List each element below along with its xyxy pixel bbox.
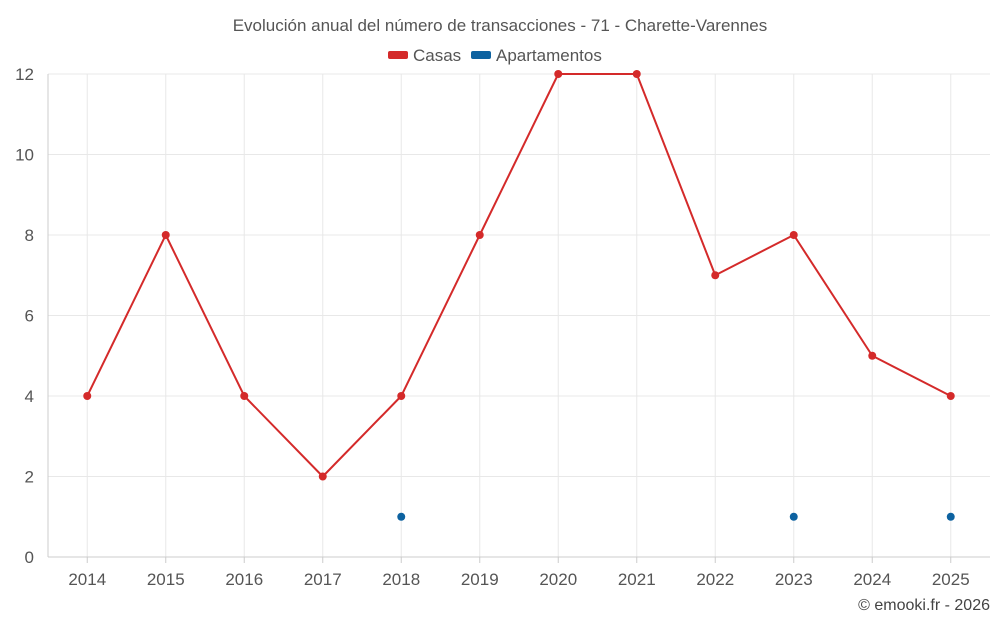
y-tick-label: 12 [15, 65, 34, 84]
data-point-casas[interactable] [318, 472, 327, 481]
legend-label-casas: Casas [413, 46, 461, 65]
data-point-apartamentos[interactable] [397, 512, 406, 521]
data-point-casas[interactable] [789, 231, 798, 239]
x-tick-label: 2023 [775, 570, 813, 589]
x-tick-label: 2022 [696, 570, 734, 589]
tick-labels: 0 2 4 6 8 10 12 2014 2015 2016 2017 2018 2019 2020 202… [15, 65, 970, 589]
x-tick-label: 2025 [932, 570, 970, 589]
y-tick-label: 6 [25, 307, 34, 326]
x-tick-label: 2021 [618, 570, 656, 589]
data-point-casas[interactable] [711, 271, 720, 280]
data-point-casas[interactable] [946, 392, 955, 400]
legend-label-apartamentos: Apartamentos [496, 46, 602, 65]
x-tick-label: 2019 [461, 570, 499, 589]
legend-item-casas[interactable]: Casas [388, 46, 461, 65]
x-tick-label: 2024 [853, 570, 891, 589]
series-casas [83, 70, 955, 481]
data-point-casas[interactable] [83, 392, 92, 400]
gridlines [48, 73, 990, 557]
series-line-casas [86, 73, 952, 478]
data-point-casas[interactable] [868, 351, 877, 360]
data-point-casas[interactable] [240, 392, 249, 400]
legend-swatch-casas [388, 51, 408, 59]
y-tick-label: 8 [25, 226, 34, 245]
y-tick-label: 10 [15, 146, 34, 165]
data-point-apartamentos[interactable] [946, 512, 955, 521]
credit-text: © emooki.fr - 2026 [858, 597, 990, 614]
x-tick-label: 2017 [304, 570, 342, 589]
legend-item-apartamentos[interactable]: Apartamentos [471, 46, 602, 65]
x-tick-label: 2015 [147, 570, 185, 589]
x-tick-label: 2020 [539, 570, 577, 589]
x-tick-label: 2016 [225, 570, 263, 589]
y-tick-label: 2 [25, 468, 34, 487]
legend: Casas Apartamentos [388, 46, 602, 65]
y-tick-label: 4 [25, 387, 34, 406]
data-point-casas[interactable] [632, 70, 641, 78]
data-point-casas[interactable] [161, 231, 170, 239]
y-tick-label: 0 [25, 548, 34, 567]
axes [47, 74, 990, 563]
chart-title: Evolución anual del número de transaccio… [233, 16, 768, 35]
series-apartamentos [397, 512, 955, 521]
data-point-casas[interactable] [475, 231, 484, 239]
legend-swatch-apartamentos [471, 51, 491, 59]
x-tick-label: 2018 [382, 570, 420, 589]
data-point-casas[interactable] [397, 392, 406, 400]
series [83, 70, 955, 521]
data-point-casas[interactable] [554, 70, 563, 78]
data-point-apartamentos[interactable] [789, 512, 798, 521]
x-tick-label: 2014 [68, 570, 106, 589]
